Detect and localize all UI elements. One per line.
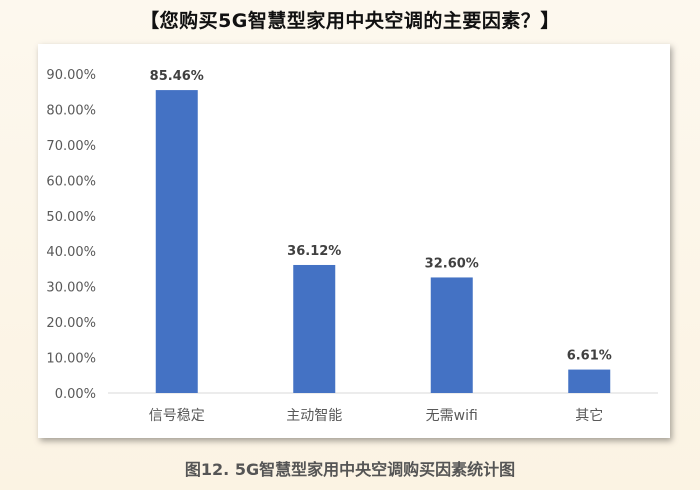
y-tick-label: 20.00% [46,316,96,331]
y-tick-label: 40.00% [46,245,96,260]
y-tick-label: 30.00% [46,281,96,296]
bar [568,369,611,393]
page-title: 【您购买5G智慧型家用中央空调的主要因素？】 [140,10,560,32]
data-label: 32.60% [425,256,479,271]
data-label: 85.46% [150,69,204,84]
bar [293,264,336,393]
x-tick-label: 信号稳定 [149,408,205,424]
y-tick-label: 60.00% [46,174,96,189]
y-tick-label: 80.00% [46,103,96,118]
data-label: 36.12% [287,244,341,259]
y-tick-label: 70.00% [46,139,96,154]
bar [155,90,198,393]
y-tick-label: 0.00% [55,387,96,402]
bar-chart: 0.00% 10.00% 20.00% 30.00% 40.00% 50.00% 60.00… [46,68,658,424]
y-tick-label: 10.00% [46,352,96,367]
figure-caption: 图12. 5G智慧型家用中央空调购买因素统计图 [184,460,516,479]
x-tick-label: 无需wifi [426,408,478,424]
bar [430,277,473,393]
y-tick-label: 50.00% [46,210,96,225]
chart-card: 0.00% 10.00% 20.00% 30.00% 40.00% 50.00% 60.00… [38,44,670,438]
x-tick-label: 主动智能 [286,408,342,424]
y-tick-label: 90.00% [46,68,96,83]
x-tick-label: 其它 [575,407,603,424]
data-label: 6.61% [567,349,612,364]
